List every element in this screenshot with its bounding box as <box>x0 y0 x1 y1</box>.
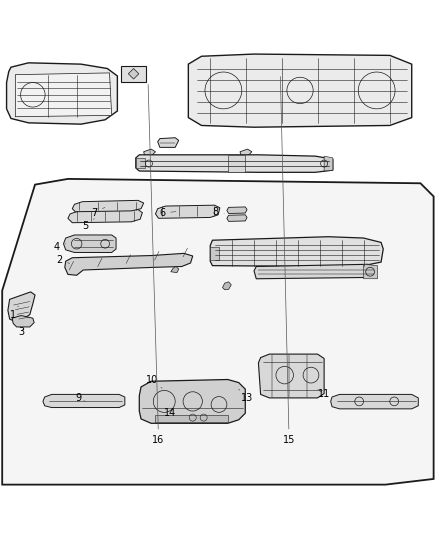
Polygon shape <box>7 63 117 124</box>
Text: 6: 6 <box>159 208 176 218</box>
Polygon shape <box>128 69 139 79</box>
Polygon shape <box>155 205 220 219</box>
Text: 7: 7 <box>91 207 105 218</box>
Text: 4: 4 <box>54 242 66 252</box>
Polygon shape <box>227 215 247 221</box>
Polygon shape <box>2 179 434 484</box>
Text: 15: 15 <box>280 77 295 445</box>
Polygon shape <box>64 235 116 253</box>
Polygon shape <box>144 149 155 156</box>
Polygon shape <box>258 354 324 398</box>
Text: 13: 13 <box>239 389 254 403</box>
Polygon shape <box>136 158 145 168</box>
Polygon shape <box>12 316 34 327</box>
Polygon shape <box>68 209 142 223</box>
Polygon shape <box>210 237 383 266</box>
Text: 8: 8 <box>212 207 224 217</box>
Polygon shape <box>72 200 144 212</box>
Polygon shape <box>188 54 412 127</box>
Polygon shape <box>136 155 333 172</box>
Text: 2: 2 <box>56 255 70 265</box>
Polygon shape <box>324 156 333 171</box>
Polygon shape <box>228 155 245 172</box>
Polygon shape <box>155 415 228 422</box>
Polygon shape <box>254 264 377 279</box>
Polygon shape <box>223 282 231 290</box>
Polygon shape <box>65 253 193 275</box>
Polygon shape <box>8 292 35 322</box>
Text: 16: 16 <box>148 84 165 445</box>
Polygon shape <box>210 247 219 260</box>
Text: 10: 10 <box>146 375 162 388</box>
Polygon shape <box>240 149 252 156</box>
Polygon shape <box>364 264 378 279</box>
Polygon shape <box>331 394 418 409</box>
Polygon shape <box>171 266 179 273</box>
Polygon shape <box>15 73 112 117</box>
Polygon shape <box>43 394 125 408</box>
Polygon shape <box>227 207 247 214</box>
Text: 14: 14 <box>164 408 176 418</box>
Text: 3: 3 <box>18 327 24 337</box>
Text: 5: 5 <box>82 219 94 231</box>
Polygon shape <box>121 66 146 82</box>
Text: 1: 1 <box>10 306 18 320</box>
Polygon shape <box>158 138 179 147</box>
Polygon shape <box>139 379 245 423</box>
Text: 9: 9 <box>75 393 85 403</box>
Text: 11: 11 <box>318 389 330 399</box>
